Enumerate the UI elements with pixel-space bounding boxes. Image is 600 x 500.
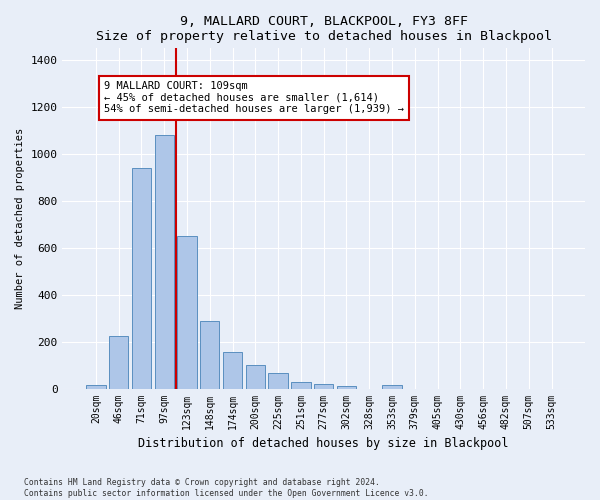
Bar: [109, 336, 128, 388]
Bar: [291, 382, 311, 388]
Bar: [132, 168, 151, 388]
Title: 9, MALLARD COURT, BLACKPOOL, FY3 8FF
Size of property relative to detached house: 9, MALLARD COURT, BLACKPOOL, FY3 8FF Siz…: [96, 15, 552, 43]
Text: Contains HM Land Registry data © Crown copyright and database right 2024.
Contai: Contains HM Land Registry data © Crown c…: [24, 478, 428, 498]
Bar: [155, 135, 174, 388]
Y-axis label: Number of detached properties: Number of detached properties: [15, 128, 25, 309]
Bar: [200, 320, 220, 388]
Bar: [382, 385, 402, 388]
X-axis label: Distribution of detached houses by size in Blackpool: Distribution of detached houses by size …: [139, 437, 509, 450]
Text: 9 MALLARD COURT: 109sqm
← 45% of detached houses are smaller (1,614)
54% of semi: 9 MALLARD COURT: 109sqm ← 45% of detache…: [104, 81, 404, 114]
Bar: [314, 384, 334, 388]
Bar: [337, 386, 356, 388]
Bar: [245, 365, 265, 388]
Bar: [86, 385, 106, 388]
Bar: [178, 236, 197, 388]
Bar: [268, 374, 288, 388]
Bar: [223, 352, 242, 389]
